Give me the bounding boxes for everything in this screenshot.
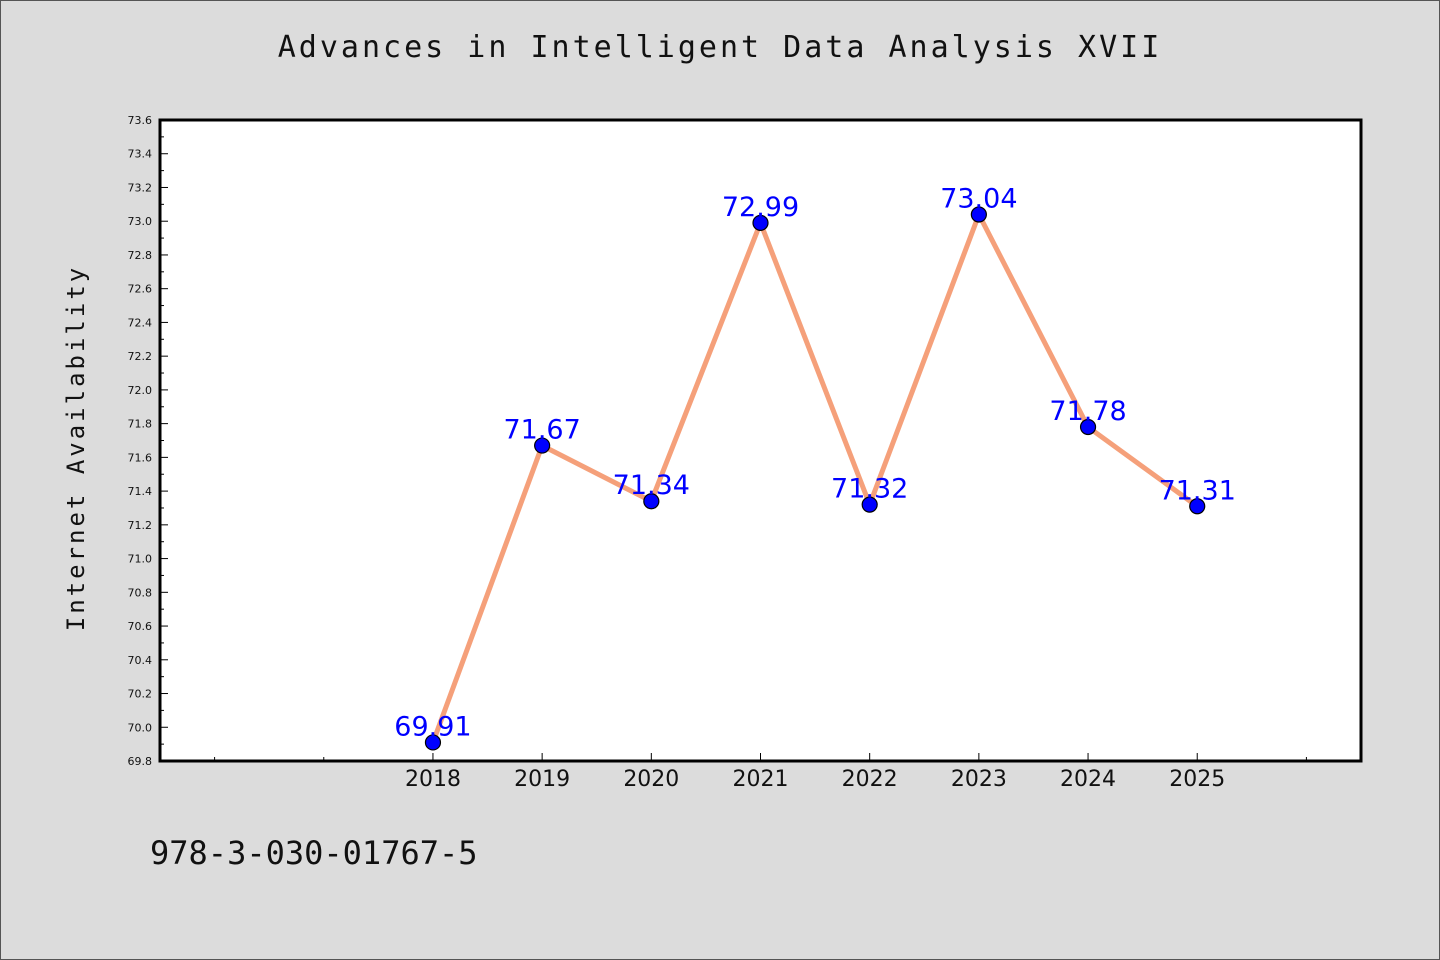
data-label-2024: 71.78 xyxy=(1049,396,1126,427)
plot-border xyxy=(158,118,1363,763)
data-point-2020 xyxy=(643,493,660,510)
series-line xyxy=(430,212,1200,745)
data-label-2019: 71.67 xyxy=(503,415,580,446)
y-tick-label-73.2: 73.2 xyxy=(128,181,153,194)
isbn-footer: 978-3-030-01767-5 xyxy=(150,834,478,872)
data-label-layer: 69.91 71.67 71.34 72.99 71.32 73.04 71.78 71.31 xyxy=(394,183,1236,742)
y-tick-label-71.6: 71.6 xyxy=(128,451,153,464)
y-tick-label-72.6: 72.6 xyxy=(128,283,153,296)
y-tick-label-73.4: 73.4 xyxy=(128,148,153,161)
marker-layer xyxy=(424,206,1206,751)
line-layer xyxy=(430,212,1200,745)
chart-title: Advances in Intelligent Data Analysis XV… xyxy=(277,30,1163,65)
data-point-2021 xyxy=(752,214,769,231)
y-tick-label-70.2: 70.2 xyxy=(128,688,153,701)
y-tick-label-69.8: 69.8 xyxy=(128,755,153,768)
data-label-2018: 69.91 xyxy=(394,711,471,742)
data-point-2023 xyxy=(970,206,987,223)
data-point-2022 xyxy=(861,496,878,513)
x-tick-label-2024: 2024 xyxy=(1060,767,1116,792)
data-label-2022: 71.32 xyxy=(831,474,908,505)
y-axis-label: Internet Availability xyxy=(62,264,90,632)
x-tick-label-2023: 2023 xyxy=(951,767,1007,792)
data-point-2019 xyxy=(534,437,551,454)
y-tick-label-73.0: 73.0 xyxy=(128,215,153,228)
y-tick-label-71.4: 71.4 xyxy=(128,485,153,498)
y-tick-label-73.6: 73.6 xyxy=(128,114,153,127)
data-label-2020: 71.34 xyxy=(613,470,690,501)
y-tick-label-70.4: 70.4 xyxy=(128,654,153,667)
y-tick-label-72.4: 72.4 xyxy=(128,316,153,329)
data-label-2023: 73.04 xyxy=(940,183,1017,214)
y-tick-label-70.8: 70.8 xyxy=(128,586,153,599)
y-tick-label-72.0: 72.0 xyxy=(128,384,153,397)
x-tick-label-2020: 2020 xyxy=(623,767,679,792)
y-tick-label-72.2: 72.2 xyxy=(128,350,153,363)
y-tick-label-72.8: 72.8 xyxy=(128,249,153,262)
data-label-2025: 71.31 xyxy=(1159,475,1236,506)
x-tick-label-2021: 2021 xyxy=(733,767,789,792)
data-point-2025 xyxy=(1189,498,1206,515)
data-label-2021: 72.99 xyxy=(722,192,799,223)
y-tick-label-71.8: 71.8 xyxy=(128,418,153,431)
y-tick-label-70.6: 70.6 xyxy=(128,620,153,633)
axis-layer: 2018 2019 2020 2021 2022 2023 2024 2025 69.8 70.0… xyxy=(128,114,1307,792)
x-tick-label-2018: 2018 xyxy=(405,767,461,792)
y-tick-label-71.2: 71.2 xyxy=(128,519,153,532)
x-tick-label-2019: 2019 xyxy=(514,767,570,792)
y-tick-label-70.0: 70.0 xyxy=(128,721,153,734)
y-tick-label-71.0: 71.0 xyxy=(128,553,153,566)
x-tick-label-2025: 2025 xyxy=(1169,767,1225,792)
data-point-2018 xyxy=(424,734,442,751)
x-tick-label-2022: 2022 xyxy=(842,767,898,792)
data-point-2024 xyxy=(1079,418,1097,436)
